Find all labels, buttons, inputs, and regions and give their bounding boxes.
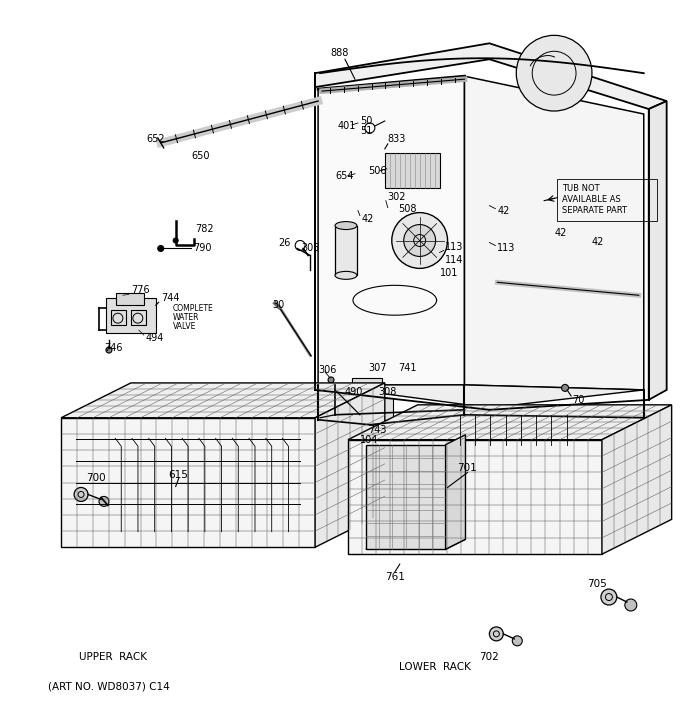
Bar [557, 179, 657, 220]
Bar [385, 153, 439, 188]
Text: 701: 701 [458, 463, 477, 473]
Polygon shape [318, 385, 644, 408]
Circle shape [516, 36, 592, 111]
Text: 104: 104 [360, 435, 378, 444]
Circle shape [601, 589, 617, 605]
Circle shape [404, 225, 436, 257]
Bar [116, 294, 143, 305]
Text: 833: 833 [388, 134, 406, 144]
Text: 702: 702 [479, 652, 499, 662]
Text: 650: 650 [191, 151, 210, 161]
Text: 42: 42 [362, 214, 374, 223]
Polygon shape [61, 383, 385, 418]
Text: 50: 50 [360, 116, 372, 126]
Circle shape [99, 497, 109, 506]
Text: 113: 113 [497, 244, 515, 254]
Text: 305: 305 [302, 244, 320, 254]
Bar [352, 378, 382, 393]
Text: 700: 700 [86, 473, 106, 483]
Text: 508: 508 [398, 204, 416, 214]
Text: 42: 42 [497, 206, 510, 215]
Bar [335, 225, 357, 276]
Text: COMPLETE: COMPLETE [173, 304, 214, 312]
Circle shape [490, 627, 503, 641]
Text: 306: 306 [318, 365, 337, 375]
Text: 42: 42 [592, 238, 605, 247]
Text: 652: 652 [146, 134, 165, 144]
Text: 101: 101 [439, 268, 458, 278]
Polygon shape [366, 444, 445, 550]
Text: 42: 42 [554, 228, 566, 238]
Text: 741: 741 [398, 363, 416, 373]
Text: 401: 401 [338, 121, 356, 131]
Text: TUB NOT: TUB NOT [562, 184, 600, 194]
Polygon shape [61, 418, 315, 547]
Circle shape [392, 212, 447, 268]
Text: 490: 490 [345, 387, 363, 397]
Text: 26: 26 [278, 239, 290, 249]
Polygon shape [348, 405, 672, 439]
Text: SEPARATE PART: SEPARATE PART [562, 206, 627, 215]
Circle shape [512, 636, 522, 646]
Text: LOWER  RACK: LOWER RACK [398, 662, 471, 672]
Text: WATER: WATER [173, 312, 199, 322]
Circle shape [625, 599, 636, 611]
Circle shape [562, 384, 568, 392]
Text: 70: 70 [572, 395, 584, 405]
Polygon shape [649, 101, 666, 400]
Text: 615: 615 [169, 470, 188, 479]
Circle shape [158, 246, 164, 252]
Polygon shape [348, 439, 602, 554]
Polygon shape [318, 76, 464, 385]
Text: 506: 506 [368, 166, 386, 175]
Text: VALVE: VALVE [173, 322, 196, 331]
Text: 308: 308 [378, 387, 396, 397]
Polygon shape [445, 435, 466, 550]
Text: 743: 743 [368, 425, 386, 435]
Circle shape [328, 377, 334, 383]
Text: 30: 30 [272, 300, 284, 310]
Polygon shape [464, 76, 644, 390]
Text: AVAILABLE AS: AVAILABLE AS [562, 195, 621, 204]
Bar [106, 298, 156, 333]
Text: 744: 744 [160, 294, 180, 303]
Text: 746: 746 [104, 343, 122, 353]
Circle shape [173, 238, 178, 243]
Ellipse shape [335, 271, 357, 279]
Text: 654: 654 [335, 171, 354, 181]
Text: 113: 113 [445, 242, 463, 252]
Text: 705: 705 [587, 579, 607, 589]
Text: 782: 782 [196, 223, 214, 233]
Text: 888: 888 [330, 49, 350, 58]
Bar [131, 310, 146, 325]
Bar [111, 310, 126, 325]
Text: 790: 790 [194, 244, 212, 254]
Text: 761: 761 [385, 572, 405, 582]
Polygon shape [602, 405, 672, 554]
Text: 51: 51 [360, 126, 372, 136]
Circle shape [74, 487, 88, 502]
Ellipse shape [335, 222, 357, 230]
Circle shape [106, 347, 112, 353]
Polygon shape [366, 539, 466, 550]
Text: 494: 494 [146, 333, 164, 343]
Polygon shape [315, 44, 666, 109]
Polygon shape [315, 383, 385, 547]
Text: 776: 776 [131, 286, 150, 295]
Text: 114: 114 [445, 255, 463, 265]
Bar [365, 398, 393, 420]
Text: 307: 307 [368, 363, 386, 373]
Text: UPPER  RACK: UPPER RACK [79, 652, 147, 662]
Text: 302: 302 [388, 191, 407, 202]
Text: (ART NO. WD8037) C14: (ART NO. WD8037) C14 [48, 682, 170, 692]
